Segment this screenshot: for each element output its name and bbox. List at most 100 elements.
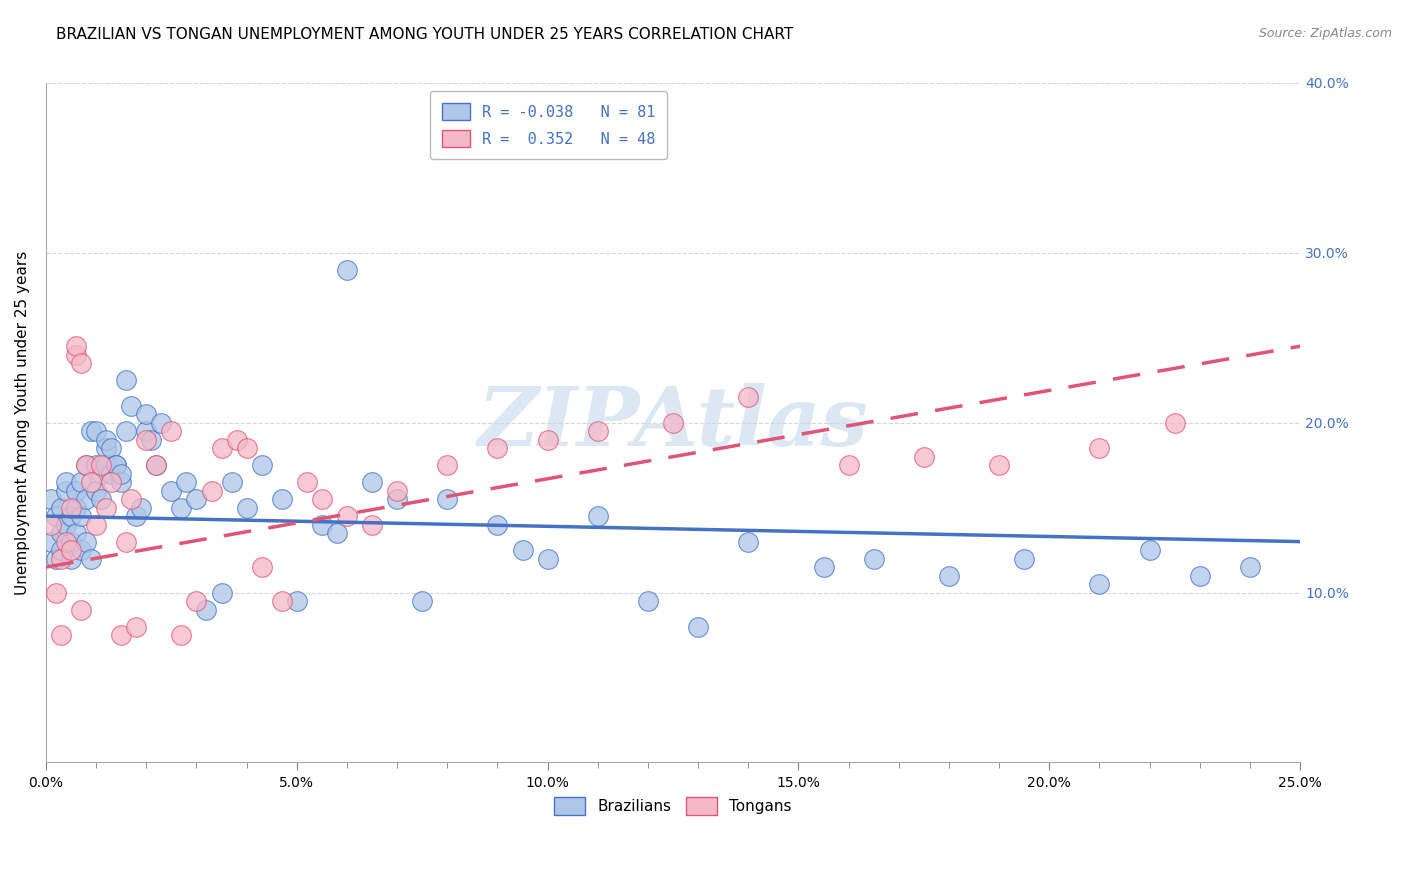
Point bbox=[70, 602, 93, 616]
Point bbox=[135, 407, 157, 421]
Point bbox=[75, 458, 97, 472]
Point bbox=[200, 483, 222, 498]
Point bbox=[150, 416, 173, 430]
Point bbox=[60, 534, 83, 549]
Point bbox=[90, 492, 112, 507]
Text: ZIPAtlas: ZIPAtlas bbox=[478, 383, 869, 463]
Point bbox=[65, 339, 87, 353]
Point bbox=[120, 399, 142, 413]
Point bbox=[70, 543, 93, 558]
Point bbox=[65, 483, 87, 498]
Point bbox=[1088, 577, 1111, 591]
Point bbox=[662, 416, 685, 430]
Text: BRAZILIAN VS TONGAN UNEMPLOYMENT AMONG YOUTH UNDER 25 YEARS CORRELATION CHART: BRAZILIAN VS TONGAN UNEMPLOYMENT AMONG Y… bbox=[56, 27, 793, 42]
Point bbox=[55, 483, 77, 498]
Point bbox=[110, 628, 132, 642]
Point bbox=[80, 424, 103, 438]
Point bbox=[55, 517, 77, 532]
Point bbox=[125, 509, 148, 524]
Point bbox=[75, 492, 97, 507]
Point bbox=[988, 458, 1011, 472]
Point bbox=[361, 517, 384, 532]
Point bbox=[637, 594, 659, 608]
Point bbox=[838, 458, 860, 472]
Point bbox=[90, 467, 112, 481]
Point bbox=[436, 492, 458, 507]
Point bbox=[115, 373, 138, 387]
Point bbox=[160, 483, 183, 498]
Point bbox=[105, 458, 128, 472]
Point bbox=[211, 585, 233, 599]
Point bbox=[49, 543, 72, 558]
Point bbox=[49, 551, 72, 566]
Legend: Brazilians, Tongans: Brazilians, Tongans bbox=[547, 789, 800, 822]
Point bbox=[55, 534, 77, 549]
Point bbox=[436, 458, 458, 472]
Point bbox=[60, 509, 83, 524]
Point bbox=[336, 262, 359, 277]
Point bbox=[270, 594, 292, 608]
Point bbox=[486, 441, 509, 455]
Point bbox=[285, 594, 308, 608]
Point bbox=[536, 551, 558, 566]
Point bbox=[225, 433, 247, 447]
Point bbox=[60, 551, 83, 566]
Point bbox=[270, 492, 292, 507]
Point bbox=[737, 390, 759, 404]
Point bbox=[84, 424, 107, 438]
Point bbox=[586, 509, 609, 524]
Point bbox=[195, 602, 218, 616]
Point bbox=[688, 619, 710, 633]
Point bbox=[235, 500, 257, 515]
Point bbox=[55, 475, 77, 490]
Point bbox=[326, 526, 349, 541]
Point bbox=[129, 500, 152, 515]
Point bbox=[105, 458, 128, 472]
Point bbox=[65, 526, 87, 541]
Point bbox=[84, 458, 107, 472]
Point bbox=[45, 551, 67, 566]
Point bbox=[250, 560, 273, 574]
Point bbox=[221, 475, 243, 490]
Point bbox=[737, 534, 759, 549]
Point bbox=[45, 509, 67, 524]
Point bbox=[115, 534, 138, 549]
Point bbox=[512, 543, 534, 558]
Point bbox=[361, 475, 384, 490]
Point bbox=[45, 585, 67, 599]
Point bbox=[1088, 441, 1111, 455]
Point bbox=[135, 433, 157, 447]
Point bbox=[125, 619, 148, 633]
Point bbox=[60, 500, 83, 515]
Point bbox=[176, 475, 198, 490]
Point bbox=[295, 475, 318, 490]
Point bbox=[60, 543, 83, 558]
Point bbox=[100, 441, 122, 455]
Point bbox=[486, 517, 509, 532]
Point bbox=[536, 433, 558, 447]
Point bbox=[75, 458, 97, 472]
Point bbox=[100, 467, 122, 481]
Point bbox=[912, 450, 935, 464]
Point bbox=[311, 517, 333, 532]
Point bbox=[100, 475, 122, 490]
Point bbox=[411, 594, 433, 608]
Y-axis label: Unemployment Among Youth under 25 years: Unemployment Among Youth under 25 years bbox=[15, 251, 30, 595]
Point bbox=[110, 467, 132, 481]
Point bbox=[385, 492, 408, 507]
Point bbox=[39, 517, 62, 532]
Point bbox=[170, 500, 193, 515]
Point bbox=[1012, 551, 1035, 566]
Point bbox=[145, 458, 167, 472]
Point bbox=[96, 500, 118, 515]
Point bbox=[235, 441, 257, 455]
Point bbox=[141, 433, 163, 447]
Point bbox=[70, 475, 93, 490]
Point bbox=[160, 424, 183, 438]
Point bbox=[862, 551, 884, 566]
Point bbox=[1188, 568, 1211, 582]
Point bbox=[96, 433, 118, 447]
Point bbox=[39, 492, 62, 507]
Point bbox=[49, 628, 72, 642]
Point bbox=[49, 500, 72, 515]
